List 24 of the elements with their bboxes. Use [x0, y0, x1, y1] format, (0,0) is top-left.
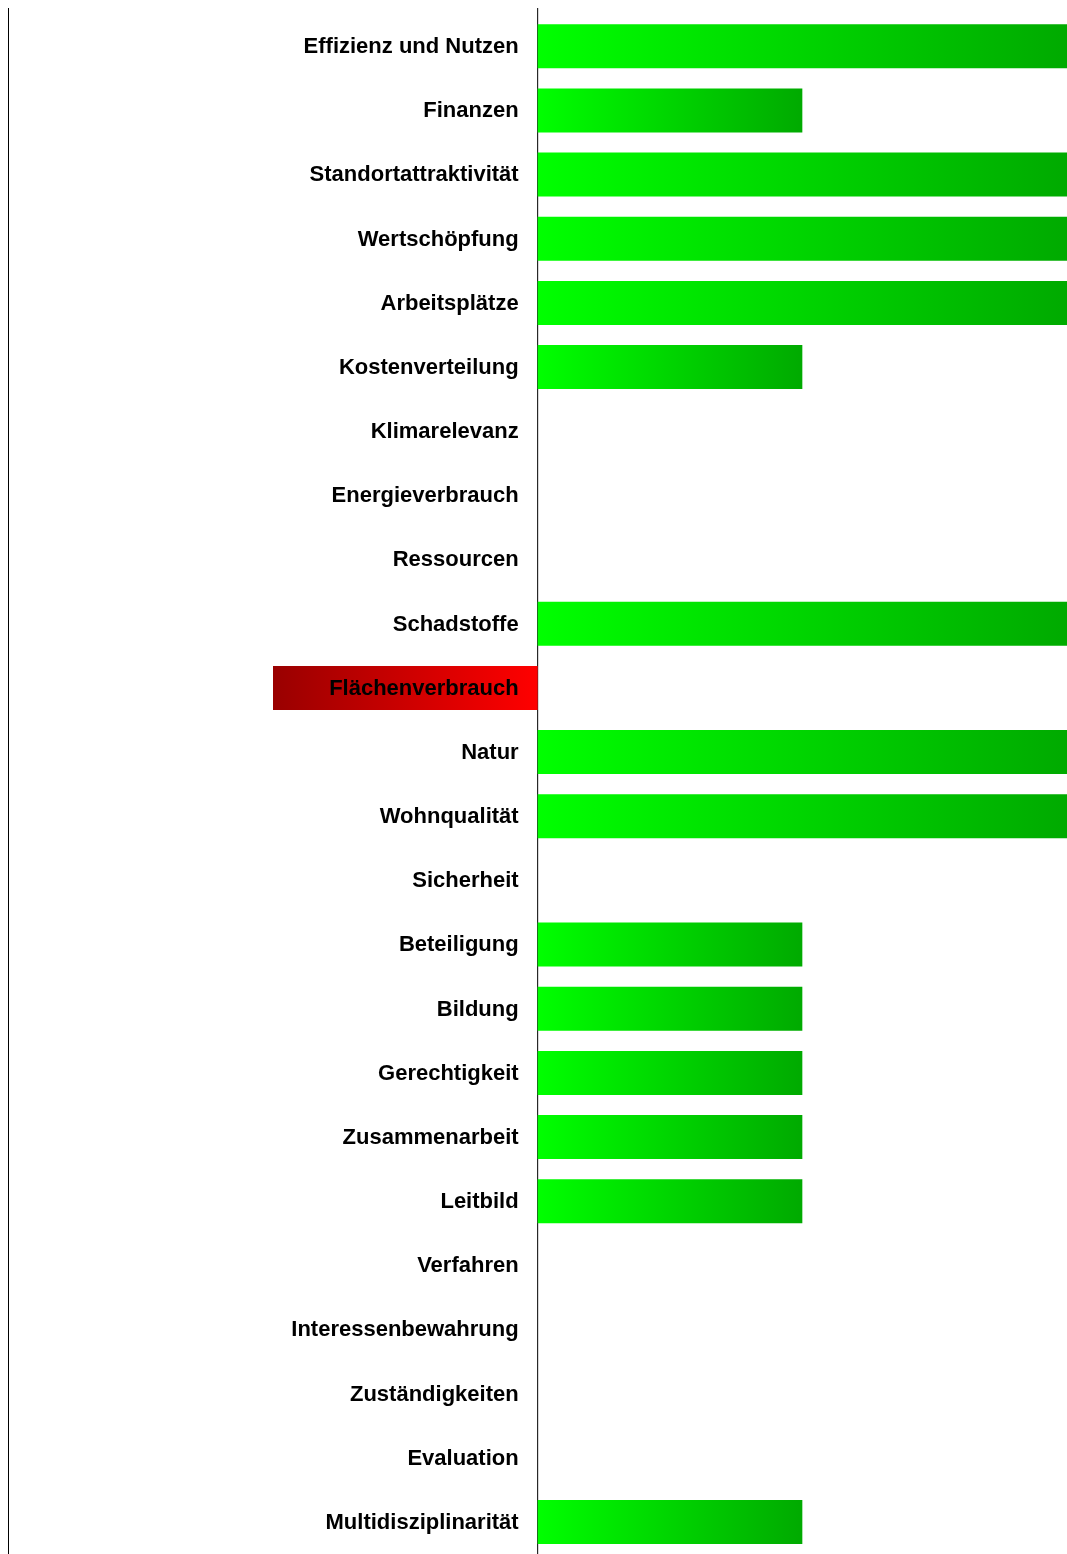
y-tick-label: Multidisziplinarität [325, 1508, 520, 1534]
y-tick-label: Sicherheit [412, 867, 520, 893]
y-tick-label: Arbeitsplätze [380, 289, 519, 315]
y-tick-label: Zuständigkeiten [349, 1380, 519, 1406]
y-tick-label: Wertschöpfung [357, 225, 519, 251]
y-tick-label: Gerechtigkeit [378, 1059, 520, 1085]
y-tick-label: Ressourcen [392, 546, 519, 572]
y-tick-label: Schadstoffe [392, 610, 519, 636]
y-tick-label: Interessenbewahrung [291, 1316, 519, 1342]
y-tick-label: Leitbild [440, 1188, 519, 1214]
y-tick-label: Flächenverbrauch [329, 674, 519, 700]
y-tick-label: Zusammenarbeit [342, 1123, 520, 1149]
y-tick-label: Wohnqualität [379, 803, 520, 829]
y-tick-label: Klimarelevanz [370, 418, 519, 444]
y-tick-label: Natur [461, 738, 520, 764]
y-tick-label: Verfahren [417, 1252, 519, 1278]
y-tick-label: Standortattraktivität [309, 161, 520, 187]
y-tick-label: Finanzen [423, 97, 519, 123]
y-tick-label: Effizienz und Nutzen [303, 33, 519, 59]
y-tick-label: Beteiligung [398, 931, 519, 957]
y-tick-label: Kostenverteilung [338, 353, 519, 379]
y-tick-label: Bildung [436, 995, 519, 1021]
y-tick-label: Energieverbrauch [331, 482, 519, 508]
y-tick-label: Evaluation [407, 1444, 519, 1470]
